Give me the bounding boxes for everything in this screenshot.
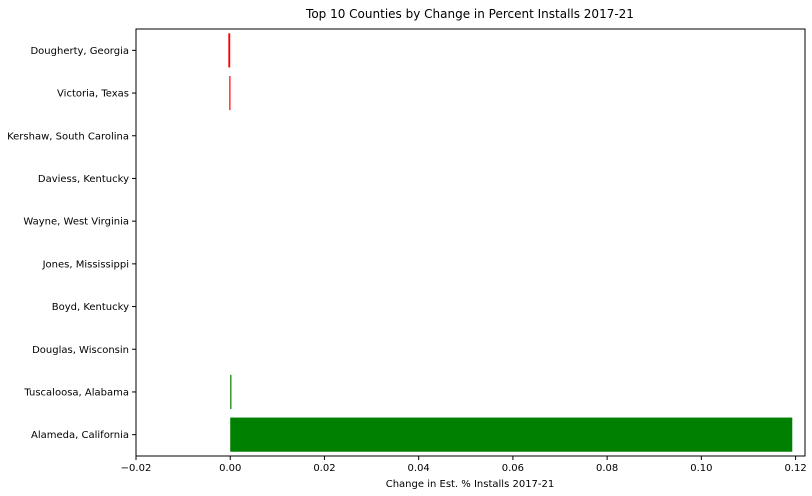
- plot-frame: [135, 28, 806, 457]
- x-tick-label: 0.10: [690, 463, 712, 474]
- chart-title: Top 10 Counties by Change in Percent Ins…: [305, 7, 634, 21]
- y-tick-label: Daviess, Kentucky: [38, 174, 129, 185]
- bar: [229, 75, 231, 111]
- bars-group: [228, 33, 793, 452]
- y-tick-label: Victoria, Texas: [57, 89, 129, 100]
- bar: [230, 374, 232, 410]
- y-axis-ticks: Dougherty, Georgia Victoria, Texas Kershaw…: [7, 46, 136, 441]
- x-tick-label: 0.00: [219, 463, 241, 474]
- y-tick-label: Douglas, Wisconsin: [32, 345, 129, 356]
- x-tick-label: 0.08: [596, 463, 618, 474]
- y-tick-label: Tuscaloosa, Alabama: [23, 387, 129, 398]
- y-tick-label: Dougherty, Georgia: [30, 46, 129, 57]
- bar: [230, 417, 793, 452]
- x-axis-ticks: −0.02 0.00 0.02 0.04 0.06 0.08 0.10 0.12: [121, 456, 807, 474]
- x-tick-label: 0.06: [502, 463, 524, 474]
- x-tick-label: 0.12: [784, 463, 806, 474]
- y-tick-label: Alameda, California: [31, 430, 129, 441]
- x-tick-label: 0.02: [313, 463, 335, 474]
- x-axis-label: Change in Est. % Installs 2017-21: [386, 479, 555, 490]
- x-tick-label: −0.02: [121, 463, 152, 474]
- y-tick-label: Kershaw, South Carolina: [7, 131, 129, 142]
- y-tick-label: Wayne, West Virginia: [23, 217, 129, 228]
- y-tick-label: Boyd, Kentucky: [52, 302, 129, 313]
- bar: [228, 33, 231, 68]
- x-tick-label: 0.04: [408, 463, 430, 474]
- y-tick-label: Jones, Mississippi: [42, 259, 129, 270]
